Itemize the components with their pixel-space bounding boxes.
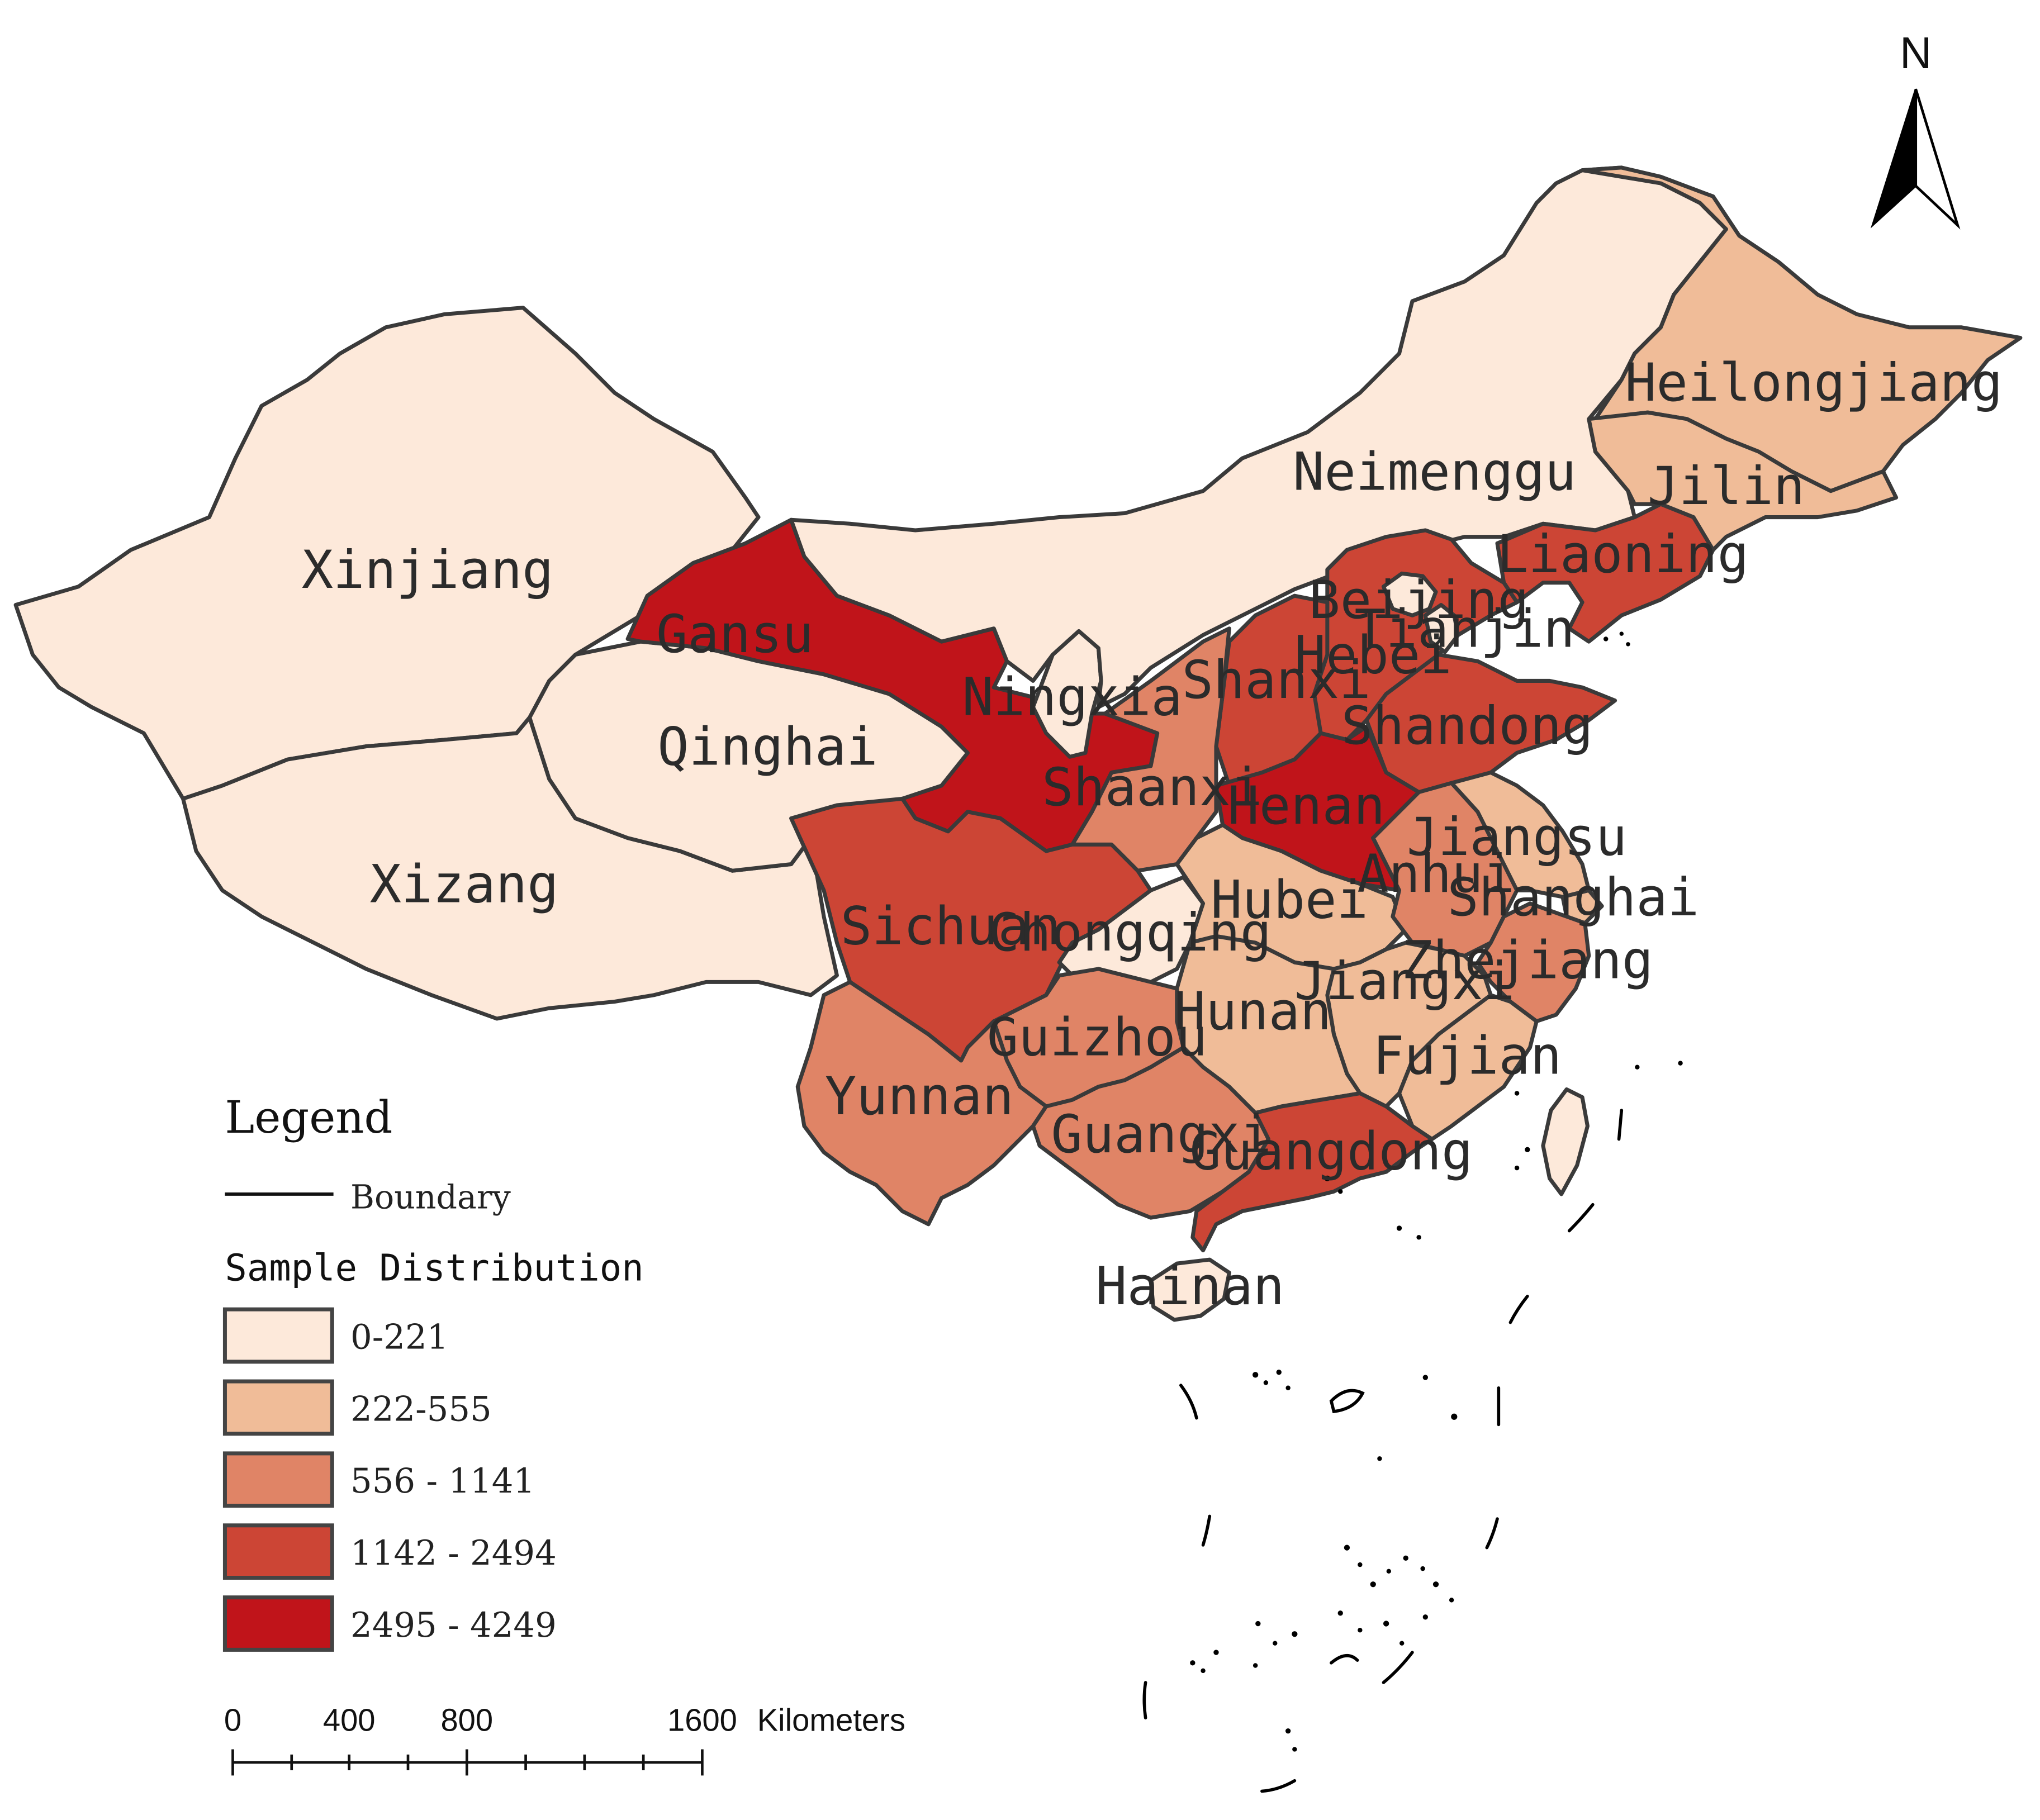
label-henan: Henan: [1228, 776, 1386, 837]
label-guangxi: Guangxi: [1051, 1104, 1272, 1165]
label-anhui: Anhui: [1357, 844, 1515, 905]
label-gansu: Gansu: [656, 604, 814, 665]
province-beijing: [1381, 571, 1438, 617]
north-arrow-left-half: [1870, 88, 1917, 229]
label-xizang: Xizang: [370, 854, 559, 915]
label-xinjiang: Xinjiang: [302, 540, 554, 601]
island-cluster-1: [1329, 1389, 1365, 1414]
label-fujian: Fujian: [1373, 1025, 1562, 1086]
province-hainan: [1149, 1257, 1231, 1322]
province-tianjin: [1423, 603, 1460, 654]
maritime-dash-2: [1201, 1514, 1212, 1547]
label-hubei: Hubei: [1211, 870, 1368, 931]
island-cluster-2: [1330, 1654, 1359, 1665]
province-zhejiang: [1476, 901, 1591, 1024]
label-guangdong: Guangdong: [1189, 1122, 1473, 1182]
legend-swatch-1: [222, 1379, 334, 1436]
scale-unit-label: Kilometers: [757, 1703, 905, 1738]
label-shandong: Shandong: [1341, 696, 1593, 757]
label-jiangxi: Jiangxi: [1294, 951, 1515, 1012]
province-fujian: [1397, 993, 1539, 1142]
label-ningxia: Ningxia: [962, 667, 1182, 728]
province-xizang: [181, 715, 839, 1021]
legend-swatch-2: [222, 1451, 334, 1508]
label-chongqing: Chongqing: [988, 902, 1272, 963]
legend-swatch-3: [222, 1523, 334, 1580]
label-shanxi: Shanxi: [1182, 650, 1371, 711]
province-shanghai: [1560, 888, 1604, 925]
label-sichuan: Sichuan: [841, 896, 1061, 957]
north-arrow-right-half: [1914, 88, 1961, 230]
legend-class-label-0: 0-221: [350, 1317, 448, 1357]
scale-tick-label-400: 400: [323, 1703, 376, 1738]
legend-class-label-4: 2495 - 4249: [350, 1605, 557, 1645]
label-hainan: Hainan: [1095, 1256, 1284, 1317]
scale-bar-line: [231, 1749, 704, 1776]
province-layer: [13, 165, 2023, 1322]
north-arrow-label: N: [1900, 28, 1932, 78]
maritime-dash-1: [1179, 1384, 1198, 1420]
label-qinghai: Qinghai: [657, 716, 877, 777]
scale-bar: 0 400 800 1600 Kilometers: [224, 1703, 905, 1776]
label-yunnan: Yunnan: [825, 1066, 1014, 1127]
province-jilin: [1587, 410, 1899, 552]
label-beijing: Beijing: [1308, 570, 1529, 631]
province-yunnan: [795, 980, 1049, 1227]
label-hunan: Hunan: [1174, 981, 1332, 1042]
maritime-dash-4: [1260, 1779, 1297, 1793]
scale-tick-label-0: 0: [224, 1703, 241, 1738]
maritime-dash-3: [1142, 1681, 1147, 1720]
boundary-label: Boundary: [350, 1179, 511, 1216]
legend-title: Legend: [225, 1091, 392, 1143]
label-jiangsu: Jiangsu: [1407, 807, 1627, 868]
label-zhejiang: Zhejiang: [1401, 930, 1653, 991]
label-shanghai: Shanghai: [1447, 867, 1699, 928]
province-guangdong: [1190, 1091, 1434, 1253]
north-arrow: N: [1870, 28, 1961, 230]
maritime-dash-6: [1485, 1517, 1499, 1550]
label-shaanxi: Shaanxi: [1042, 757, 1262, 818]
label-heilongjiang: Heilongjiang: [1625, 353, 2003, 414]
scale-tick-label-1600: 1600: [667, 1703, 737, 1738]
maritime-dash-9: [1567, 1203, 1595, 1233]
label-neimenggu: Neimenggu: [1293, 441, 1576, 502]
label-guizhou: Guizhou: [987, 1008, 1207, 1068]
south-china-sea-islands: [1142, 1109, 1624, 1793]
scale-tick-label-800: 800: [440, 1703, 493, 1738]
legend-class-label-3: 1142 - 2494: [350, 1533, 557, 1573]
maritime-dash-7: [1382, 1651, 1414, 1684]
legend-distribution-title: Sample Distribution: [225, 1247, 643, 1290]
province-taiwan: [1541, 1087, 1590, 1196]
province-labels: Xinjiang Xizang Qinghai Gansu Ningxia Ne…: [302, 353, 2003, 1317]
legend-class-label-1: 222-555: [350, 1389, 492, 1429]
label-jilin: Jilin: [1648, 456, 1805, 517]
maritime-dash-10: [1617, 1109, 1624, 1141]
legend-class-label-2: 556 - 1141: [350, 1461, 535, 1501]
legend-swatch-4: [222, 1595, 334, 1652]
label-tianjin: Tianjin: [1354, 599, 1574, 660]
label-hebei: Hebei: [1294, 625, 1452, 686]
province-liaoning: [1495, 502, 1715, 644]
legend-swatch-0: [222, 1307, 334, 1364]
maritime-dash-8: [1508, 1294, 1529, 1324]
island-dots: [1190, 631, 1683, 1752]
label-liaoning: Liaoning: [1497, 524, 1749, 585]
legend: Legend Boundary Sample Distribution 0-22…: [222, 1091, 644, 1652]
